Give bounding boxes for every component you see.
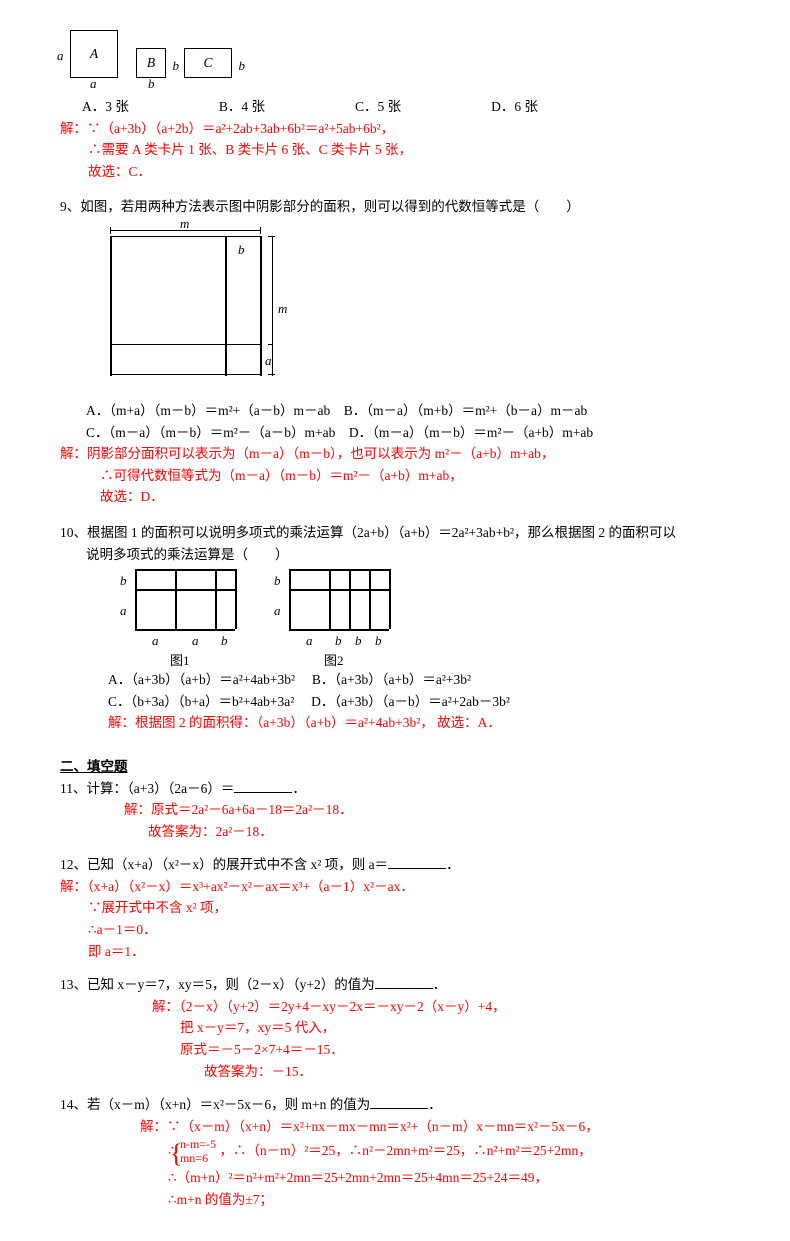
q12-text: 12、已知（x+a）（x²－x）的展开式中不含 x² 项，则 a＝ <box>60 857 388 872</box>
q14-sol2: ∴ n-m=-5 mn=6 ，∴（n－m）²＝25，∴n²－2mn+m²＝25，… <box>168 1137 740 1167</box>
q9-sol2: ∴可得代数恒等式为（m－a）（m－b）＝m²－（a+b）m+ab， <box>100 465 740 487</box>
f1-b2: b <box>221 631 228 652</box>
f2-b3: b <box>355 631 362 652</box>
lbl-bB-right: b <box>173 56 180 77</box>
card-A: A <box>70 30 118 78</box>
lbl-a-bot: a <box>90 74 97 95</box>
q13-sol3: 原式＝－5－2×7+4＝－15． <box>180 1039 740 1061</box>
q13-text: 13、已知 x－y＝7，xy＝5，则（2－x）（y+2）的值为 <box>60 977 375 992</box>
q14-text: 14、若（x－m）（x+n）＝x²－5x－6，则 m+n 的值为 <box>60 1097 370 1112</box>
lbl-bB-bot: b <box>148 74 155 95</box>
q12-dot: ． <box>446 857 460 872</box>
q11-sol1: 解：原式＝2a²－6a+6a－18＝2a²－18． <box>124 799 740 821</box>
q8-optD: D．6 张 <box>491 96 538 118</box>
q13: 13、已知 x－y＝7，xy＝5，则（2－x）（y+2）的值为 ． <box>60 974 740 996</box>
q9-sol1: 解：阴影部分面积可以表示为（m－a）（m－b），也可以表示为 m²－（a+b）m… <box>60 443 740 465</box>
q9-m2: m <box>278 299 287 320</box>
q8-optC: C．5 张 <box>355 96 401 118</box>
brace-icon: n-m=-5 mn=6 <box>180 1137 216 1167</box>
q9-b: b <box>238 240 245 261</box>
q12-sol4: 即 a＝1． <box>88 941 740 963</box>
f2-b4: b <box>375 631 382 652</box>
q8-options: A．3 张 B．4 张 C．5 张 D．6 张 <box>82 96 740 118</box>
q9-optD: D．（m－a）（m－b）＝m²－（a+b）m+ab <box>349 425 593 440</box>
f1-a3: a <box>192 631 199 652</box>
q8-cards: a A a B b b C b <box>70 30 740 78</box>
q8-optB: B．4 张 <box>219 96 265 118</box>
q10-optB: B．（a+3b）（a+b）＝a²+3b² <box>312 672 471 687</box>
card-B-wrap: B b b <box>136 48 166 78</box>
q14-sol3: ∴（m+n）²＝n²+m²+2mn＝25+2mn+2mn＝25+4mn＝25+2… <box>168 1167 740 1189</box>
q9-a: a <box>265 351 272 372</box>
f2-a2: a <box>306 631 313 652</box>
q9-sol3: 故选：D． <box>100 486 740 508</box>
lbl-a-left: a <box>57 46 64 67</box>
q9-row1: A．（m+a）（m－b）＝m²+（a－b）m－ab B．（m－a）（m+b）＝m… <box>86 400 740 422</box>
q14: 14、若（x－m）（x+n）＝x²－5x－6，则 m+n 的值为 ． <box>60 1094 740 1116</box>
q9-optB: B．（m－a）（m+b）＝m²+（b－a）m－ab <box>344 403 588 418</box>
q8-sol1: 解：∵（a+3b）（a+2b）＝a²+2ab+3ab+6b²＝a²+5ab+6b… <box>60 118 740 140</box>
q12-sol1: 解：（x+a）（x²－x）＝x³+ax²－x²－ax＝x³+（a－1）x²－ax… <box>60 876 740 898</box>
brace1: n-m=-5 <box>180 1137 216 1151</box>
q14-sol2b: ，∴（n－m）²＝25，∴n²－2mn+m²＝25，∴n²+m²＝25+2mn， <box>219 1144 591 1159</box>
q8-optA: A．3 张 <box>82 96 129 118</box>
f2-a: a <box>274 601 281 622</box>
fig2-label: 图2 <box>324 651 344 672</box>
card-C-wrap: C b <box>184 48 232 78</box>
q10-row2: C．（b+3a）（b+a）＝b²+4ab+3a² D．（a+3b）（a－b）＝a… <box>108 691 740 713</box>
f1-b: b <box>120 571 127 592</box>
q14-sol4: ∴m+n 的值为±7； <box>168 1189 740 1211</box>
q12-blank <box>388 855 446 869</box>
q9-row2: C．（m－a）（m－b）＝m²－（a－b）m+ab D．（m－a）（m－b）＝m… <box>86 422 740 444</box>
q9-m: m <box>180 214 189 235</box>
q8-sol3: 故选：C． <box>88 161 740 183</box>
q13-dot: ． <box>433 977 447 992</box>
q11-blank <box>234 779 292 793</box>
q13-sol4: 故答案为：－15． <box>204 1061 740 1083</box>
q10-sol: 解：根据图 2 的面积得：（a+3b）（a+b）＝a²+4ab+3b²， 故选：… <box>108 712 740 734</box>
q11-text: 11、计算：（a+3）（2a－6）＝ <box>60 781 234 796</box>
q10-diagrams: b a a a b 图1 b a a b b b 图2 <box>120 569 740 669</box>
q14-dot: ． <box>428 1097 442 1112</box>
q11: 11、计算：（a+3）（2a－6）＝ ． <box>60 778 740 800</box>
q14-blank <box>370 1095 428 1109</box>
f2-b2: b <box>335 631 342 652</box>
q12-sol2: ∵展开式中不含 x² 项， <box>88 897 740 919</box>
q12: 12、已知（x+a）（x²－x）的展开式中不含 x² 项，则 a＝ ． <box>60 854 740 876</box>
f1-a: a <box>120 601 127 622</box>
fig1: b a a a b 图1 <box>120 569 250 669</box>
fig2: b a a b b b 图2 <box>274 569 414 669</box>
q10-optC: C．（b+3a）（b+a）＝b²+4ab+3a² <box>108 694 294 709</box>
f1-a2: a <box>152 631 159 652</box>
q10-optD: D．（a+3b）（a－b）＝a²+2ab－3b² <box>311 694 510 709</box>
q9-text: 9、如图，若用两种方法表示图中阴影部分的面积，则可以得到的代数恒等式是（ ） <box>60 196 740 218</box>
lbl-bC-right: b <box>239 56 246 77</box>
q13-sol1: 解：（2－x）（y+2）＝2y+4－xy－2x＝－xy－2（x－y）+4， <box>152 996 740 1018</box>
q13-blank <box>375 975 433 989</box>
q9-optC: C．（m－a）（m－b）＝m²－（a－b）m+ab <box>86 425 335 440</box>
q10-row1: A．（a+3b）（a+b）＝a²+4ab+3b² B．（a+3b）（a+b）＝a… <box>108 669 740 691</box>
q13-sol2: 把 x－y＝7，xy＝5 代入， <box>180 1017 740 1039</box>
q9-optA: A．（m+a）（m－b）＝m²+（a－b）m－ab <box>86 403 330 418</box>
q10-text1: 10、根据图 1 的面积可以说明多项式的乘法运算（2a+b）（a+b）＝2a²+… <box>60 522 740 544</box>
q8-sol2: ∴需要 A 类卡片 1 张、B 类卡片 6 张、C 类卡片 5 张， <box>88 139 740 161</box>
q12-sol3: ∴a－1＝0． <box>88 919 740 941</box>
q10-optA: A．（a+3b）（a+b）＝a²+4ab+3b² <box>108 672 295 687</box>
q10-text2: 说明多项式的乘法运算是（ ） <box>86 544 740 566</box>
q14-sol1: 解：∵（x－m）（x+n）＝x²+nx－mx－mn＝x²+（n－m）x－mn＝x… <box>140 1116 740 1138</box>
f2-b: b <box>274 571 281 592</box>
card-C: C <box>184 48 232 78</box>
q9-diagram: m b m a <box>110 224 310 394</box>
q11-dot: ． <box>292 781 306 796</box>
section2-title: 二、填空题 <box>60 756 740 778</box>
q11-sol2: 故答案为：2a²－18． <box>148 821 740 843</box>
brace2: mn=6 <box>180 1151 216 1165</box>
fig1-label: 图1 <box>170 651 190 672</box>
card-A-wrap: a A a <box>70 30 118 78</box>
